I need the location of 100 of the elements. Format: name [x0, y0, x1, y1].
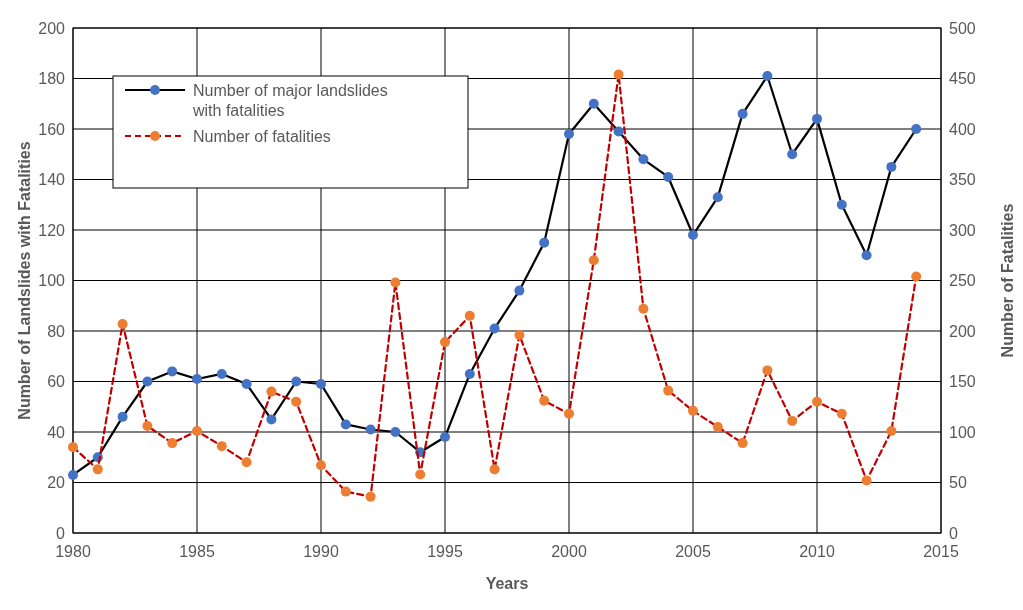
x-tick-label: 2000	[551, 543, 587, 560]
point	[787, 415, 798, 426]
point	[216, 441, 227, 452]
y2-tick-label: 450	[949, 70, 976, 88]
y-tick-label: 120	[38, 221, 66, 239]
point	[588, 255, 599, 266]
point	[68, 442, 78, 453]
y-tick-label: 0	[56, 524, 66, 542]
y-tick-label: 140	[38, 171, 66, 189]
point	[464, 368, 475, 379]
point	[737, 108, 748, 119]
point	[365, 424, 376, 435]
point	[812, 113, 822, 124]
y2-tick-label: 50	[949, 474, 967, 492]
point	[638, 303, 649, 314]
x-tick-label: 2010	[799, 543, 835, 560]
y-tick-label: 100	[38, 272, 66, 290]
point	[812, 396, 822, 407]
point	[316, 379, 326, 390]
point	[390, 277, 401, 288]
point	[340, 419, 351, 430]
x-tick-label: 1980	[55, 543, 91, 560]
point	[539, 395, 550, 406]
point	[216, 368, 227, 379]
y-tick-label: 80	[47, 322, 66, 340]
point	[489, 323, 500, 334]
point	[117, 411, 128, 422]
y2-tick-label: 0	[949, 524, 958, 542]
legend-label: Number of fatalities	[193, 127, 331, 145]
y-tick-label: 180	[38, 70, 66, 88]
point	[588, 98, 599, 109]
x-tick-label: 1990	[303, 543, 339, 560]
point	[167, 438, 178, 449]
point	[688, 230, 698, 241]
point	[886, 425, 897, 436]
y2-tick-label: 400	[949, 120, 976, 138]
point	[241, 379, 252, 390]
y2-tick-label: 250	[949, 272, 976, 290]
point	[68, 469, 78, 480]
point	[192, 373, 202, 384]
y2-tick-label: 500	[949, 19, 976, 37]
point	[464, 310, 475, 321]
point	[762, 365, 773, 376]
point	[613, 69, 624, 80]
point	[613, 126, 624, 137]
y-tick-label: 20	[47, 474, 66, 492]
x-axis-title: Years	[485, 575, 529, 592]
point	[167, 366, 178, 377]
point	[762, 70, 773, 81]
point	[142, 376, 153, 387]
y-tick-label: 60	[47, 373, 66, 391]
point	[415, 469, 426, 480]
point	[142, 420, 153, 431]
x-tick-label: 1985	[179, 543, 215, 560]
point	[861, 475, 872, 486]
legend-label: Number of major landslides with fatalities	[192, 81, 388, 119]
point	[489, 464, 500, 475]
y2-tick-label: 350	[949, 171, 976, 189]
x-tick-label: 2005	[675, 543, 711, 560]
x-tick-label: 2015	[923, 543, 959, 560]
point	[514, 285, 525, 296]
x-tick-label: 1995	[427, 543, 463, 560]
y2-tick-label: 200	[949, 322, 976, 340]
point	[836, 199, 847, 210]
point	[539, 237, 550, 248]
y-tick-label: 160	[38, 120, 66, 138]
point	[440, 432, 450, 443]
point	[241, 457, 252, 468]
point	[514, 330, 525, 341]
point	[192, 425, 202, 436]
y-tick-label: 200	[38, 19, 66, 37]
point	[638, 154, 649, 165]
y-tick-label: 40	[47, 423, 66, 441]
point	[663, 385, 674, 396]
point	[787, 149, 798, 160]
point	[737, 438, 748, 449]
point	[92, 464, 103, 475]
point	[440, 337, 450, 348]
point	[316, 460, 326, 471]
y-axis-title: Number of Landslides with Fatalities	[16, 141, 33, 420]
y2-tick-label: 300	[949, 221, 976, 239]
point	[886, 161, 897, 172]
point	[712, 421, 723, 432]
point	[911, 271, 922, 282]
point	[266, 414, 277, 425]
point	[266, 386, 277, 397]
y2-tick-label: 150	[949, 373, 976, 391]
point	[564, 408, 574, 419]
point	[390, 427, 401, 437]
point	[291, 396, 302, 407]
point	[340, 486, 351, 497]
y2-tick-label: 100	[949, 423, 976, 441]
point	[663, 171, 674, 182]
point	[712, 192, 723, 203]
point	[861, 250, 872, 261]
point	[564, 129, 574, 140]
point	[836, 408, 847, 419]
point	[911, 124, 922, 134]
point	[117, 318, 128, 329]
point	[291, 376, 302, 387]
